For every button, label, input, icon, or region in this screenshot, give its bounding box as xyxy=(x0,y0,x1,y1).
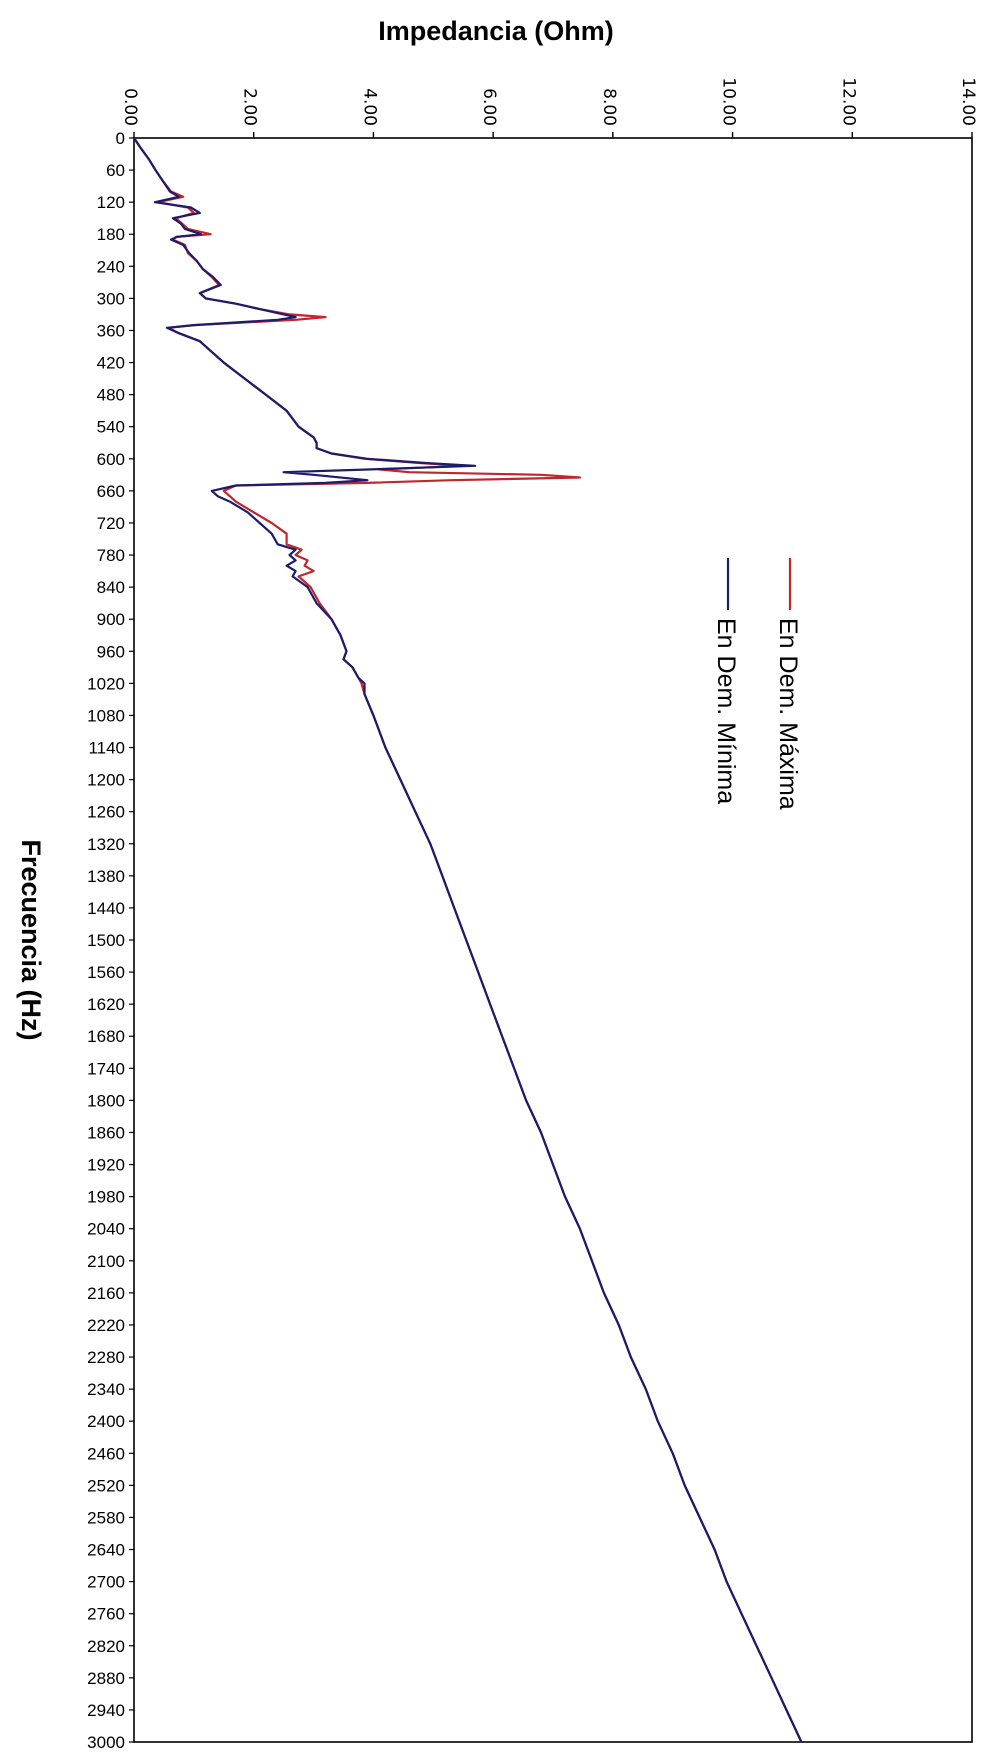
frequency-tick-label: 180 xyxy=(97,225,125,244)
frequency-tick-label: 120 xyxy=(97,193,125,212)
frequency-tick-label: 840 xyxy=(97,578,125,597)
frequency-tick-label: 0 xyxy=(116,129,125,148)
frequency-tick-label: 1980 xyxy=(87,1188,125,1207)
frequency-tick-label: 960 xyxy=(97,642,125,661)
frequency-tick-label: 60 xyxy=(106,161,125,180)
series-line-dem-minima xyxy=(133,137,803,1743)
frequency-tick-label: 2880 xyxy=(87,1669,125,1688)
impedance-tick-label: 6.00 xyxy=(479,88,499,126)
impedance-tick-labels: 0.00 2.00 4.00 6.00 8.00 10.00 12.00 14.00 xyxy=(120,77,978,138)
plot-frame xyxy=(133,137,973,1743)
frequency-tick-label: 1920 xyxy=(87,1156,125,1175)
plot-area-border xyxy=(133,137,973,1743)
frequency-tick-label: 1560 xyxy=(87,963,125,982)
series-line-dem-maxima xyxy=(133,137,803,1743)
frequency-tick-label: 1260 xyxy=(87,803,125,822)
frequency-tick-label: 2460 xyxy=(87,1444,125,1463)
frequency-tick-label: 2340 xyxy=(87,1380,125,1399)
frequency-tick-label: 1500 xyxy=(87,931,125,950)
frequency-tick-label: 1440 xyxy=(87,899,125,918)
frequency-tick-label: 2100 xyxy=(87,1252,125,1271)
frequency-tick-label: 2700 xyxy=(87,1573,125,1592)
frequency-tick-label: 1740 xyxy=(87,1059,125,1078)
frequency-tick-label: 600 xyxy=(97,450,125,469)
frequency-tick-label: 1860 xyxy=(87,1123,125,1142)
frequency-tick-label: 660 xyxy=(97,482,125,501)
value-axis-title: Impedancia (Ohm) xyxy=(378,16,614,46)
legend-label-dem-maxima: En Dem. Máxima xyxy=(774,618,802,810)
impedance-tick-label: 12.00 xyxy=(838,77,858,126)
impedance-tick-label: 4.00 xyxy=(359,88,379,126)
frequency-tick-label: 2580 xyxy=(87,1508,125,1527)
frequency-tick-label: 240 xyxy=(97,257,125,276)
frequency-tick-label: 720 xyxy=(97,514,125,533)
frequency-tick-label: 540 xyxy=(97,418,125,437)
impedance-tick-label: 8.00 xyxy=(599,88,619,126)
impedance-tick-label: 2.00 xyxy=(240,88,260,126)
frequency-tick-label: 2520 xyxy=(87,1476,125,1495)
legend-label-dem-minima: En Dem. Mínima xyxy=(712,618,740,804)
frequency-tick-label: 1080 xyxy=(87,706,125,725)
frequency-tick-label: 2220 xyxy=(87,1316,125,1335)
frequency-tick-label: 2160 xyxy=(87,1284,125,1303)
frequency-tick-label: 480 xyxy=(97,386,125,405)
frequency-axis-title: Frecuencia (Hz) xyxy=(16,839,46,1040)
legend: En Dem. Máxima En Dem. Mínima xyxy=(712,558,802,810)
frequency-tick-label: 1200 xyxy=(87,771,125,790)
frequency-tick-label: 2940 xyxy=(87,1701,125,1720)
frequency-tick-label: 2040 xyxy=(87,1220,125,1239)
frequency-tick-label: 1140 xyxy=(88,739,125,758)
frequency-tick-label: 2820 xyxy=(87,1637,125,1656)
frequency-tick-label: 1620 xyxy=(87,995,125,1014)
frequency-tick-label: 1380 xyxy=(87,867,125,886)
frequency-tick-label: 1020 xyxy=(87,674,125,693)
frequency-tick-labels: 0 60 120 180 240 300 360 420 480 540 600 660 720 780 8… xyxy=(87,129,134,1752)
frequency-tick-label: 420 xyxy=(97,354,125,373)
frequency-tick-label: 2640 xyxy=(87,1541,125,1560)
impedance-tick-label: 10.00 xyxy=(719,77,739,126)
frequency-tick-label: 780 xyxy=(97,546,125,565)
frequency-tick-label: 360 xyxy=(97,321,125,340)
frequency-tick-label: 1320 xyxy=(87,835,125,854)
frequency-tick-label: 2280 xyxy=(87,1348,125,1367)
series-lines xyxy=(133,137,803,1743)
frequency-tick-label: 2760 xyxy=(87,1605,125,1624)
impedance-tick-label: 14.00 xyxy=(958,77,978,126)
frequency-tick-label: 1800 xyxy=(87,1091,125,1110)
frequency-tick-label: 1680 xyxy=(87,1027,125,1046)
frequency-tick-label: 900 xyxy=(97,610,125,629)
frequency-tick-label: 2400 xyxy=(87,1412,125,1431)
frequency-tick-label: 3000 xyxy=(87,1733,125,1752)
impedance-tick-label: 0.00 xyxy=(120,88,140,126)
frequency-tick-label: 300 xyxy=(97,289,125,308)
